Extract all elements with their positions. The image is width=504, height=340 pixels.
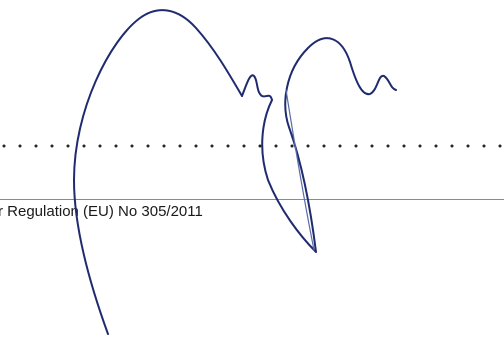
horizontal-rule: [0, 199, 504, 200]
signature-stroke-main: [73, 9, 243, 335]
signature-stroke-trace: [285, 89, 315, 251]
regulation-reference-text: r Regulation (EU) No 305/2011: [0, 203, 203, 220]
signature-dotted-line: [2, 144, 504, 148]
signature-stroke-squiggle: [241, 74, 273, 101]
